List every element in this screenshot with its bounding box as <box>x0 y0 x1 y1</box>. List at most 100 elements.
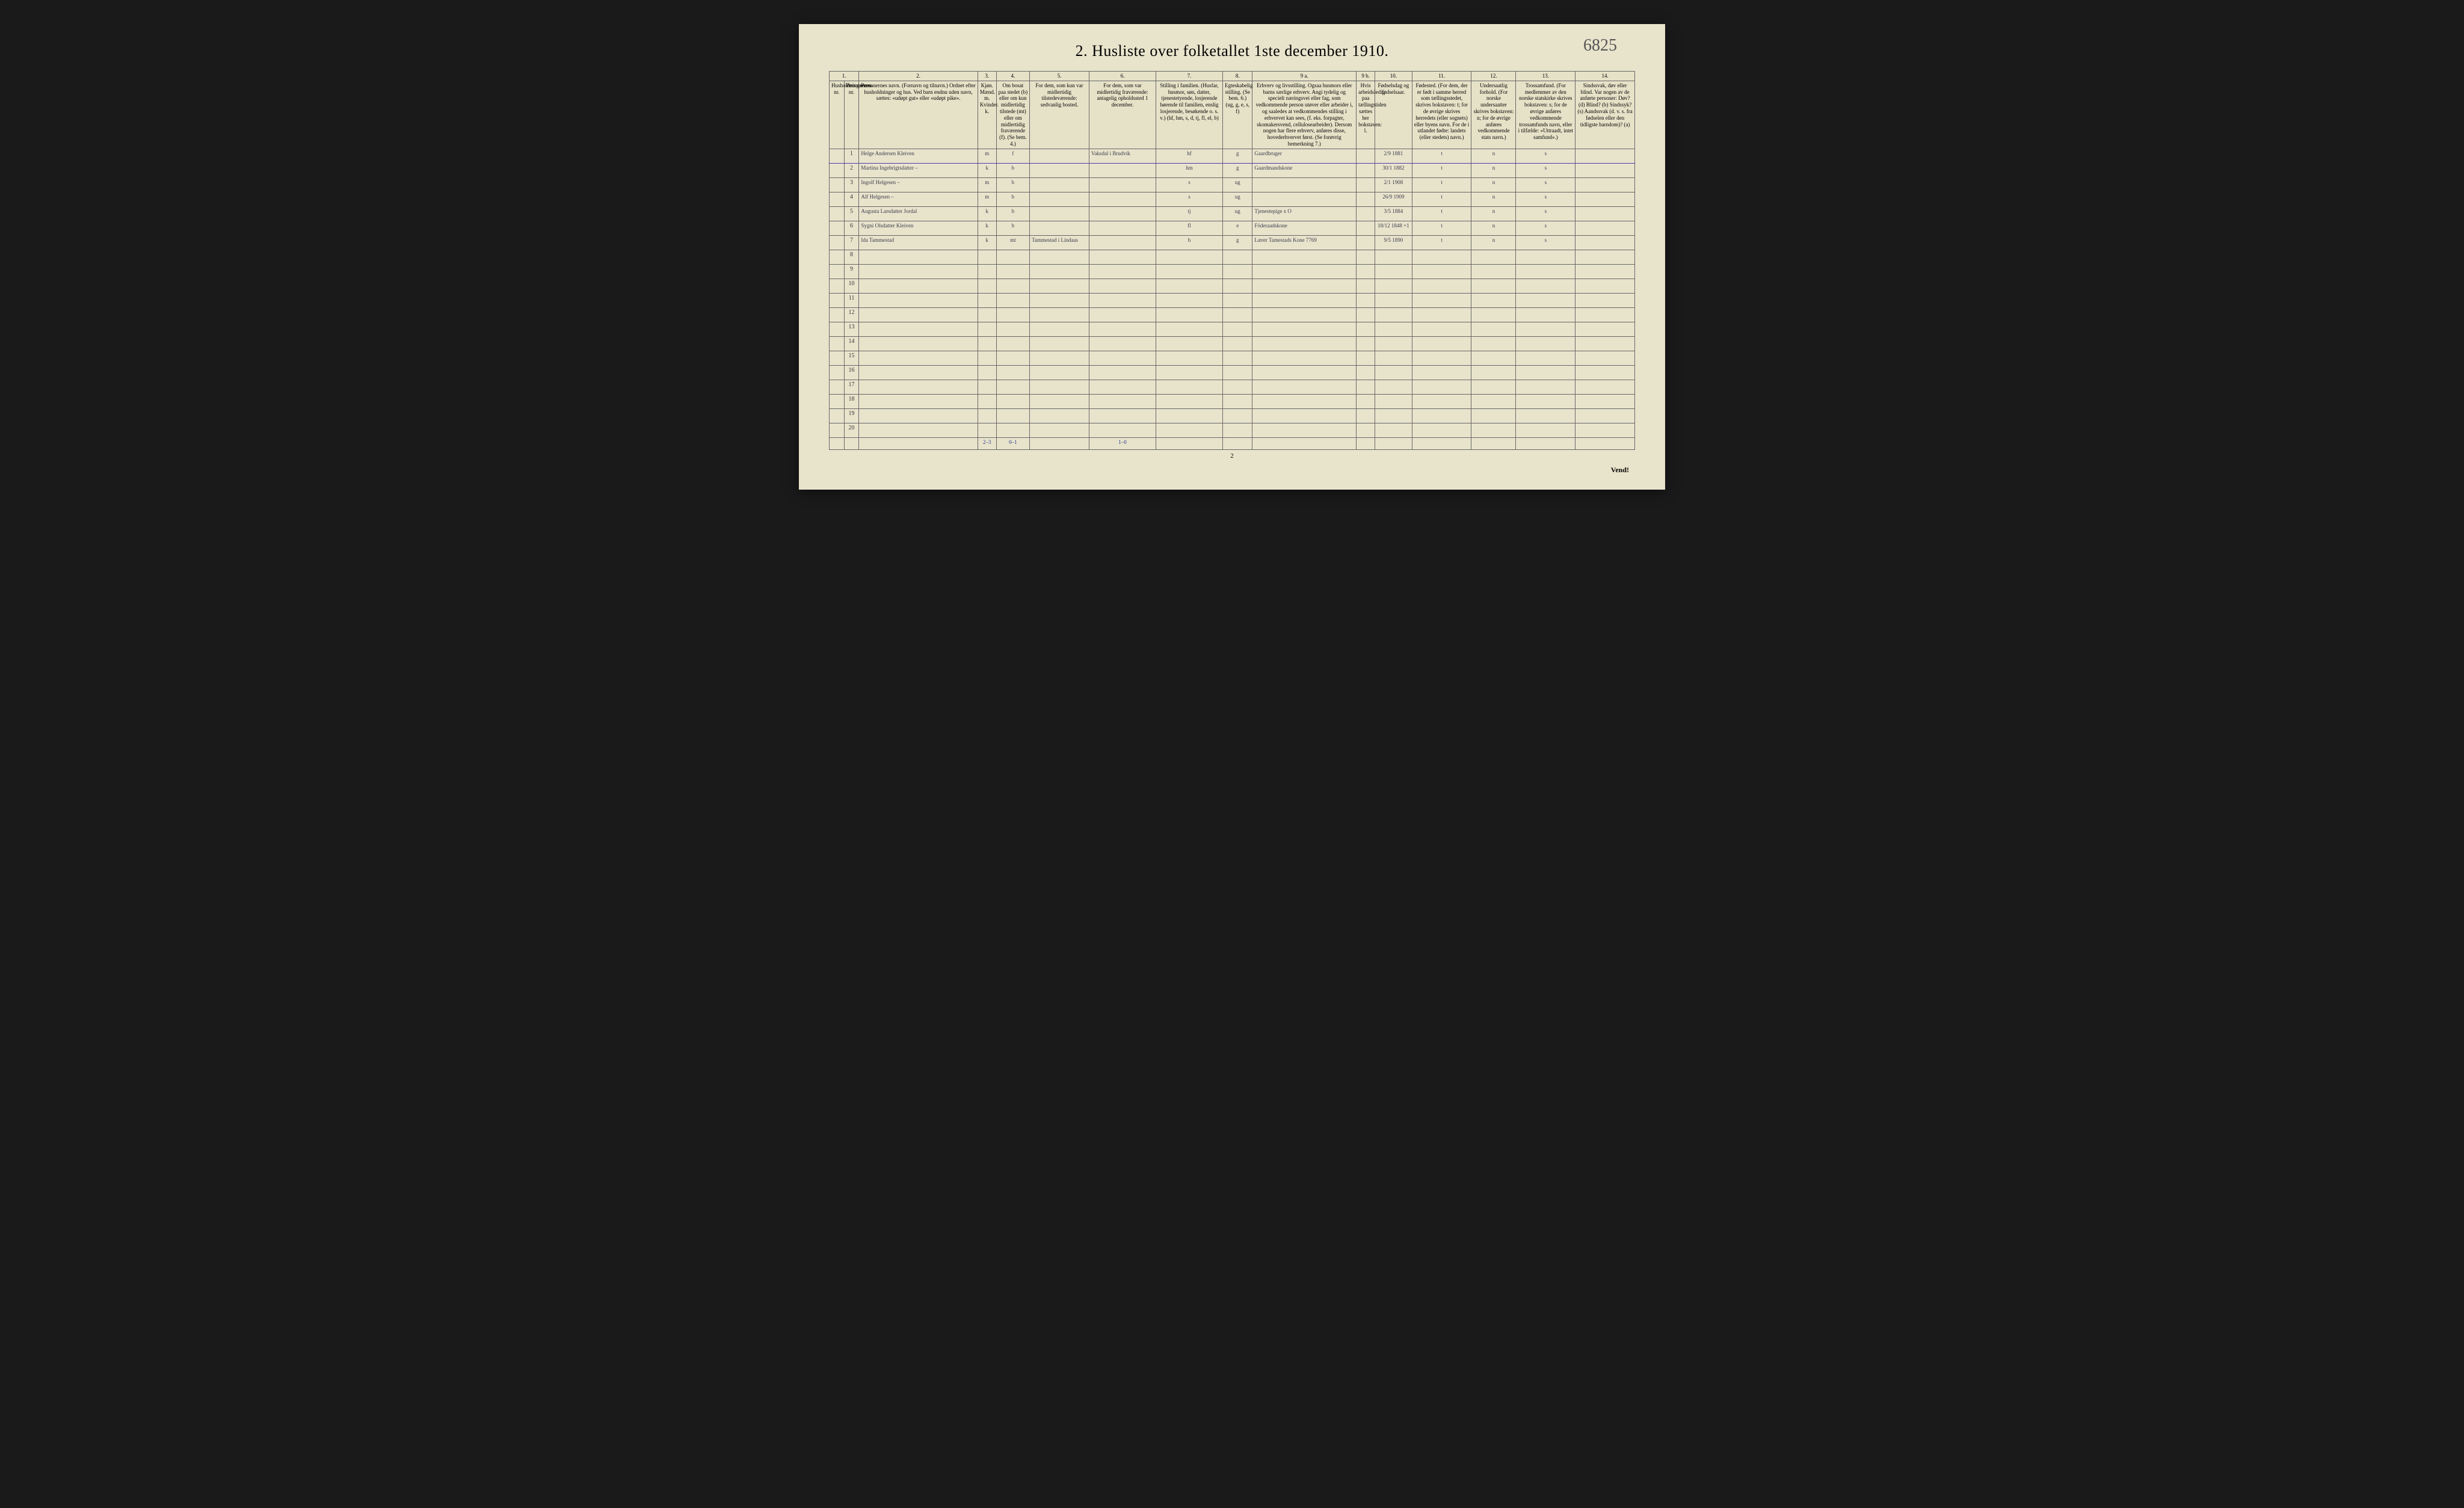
table-cell <box>1375 293 1412 307</box>
colnum-7: 7. <box>1156 72 1222 81</box>
table-cell <box>1223 380 1252 394</box>
table-cell: 16 <box>844 365 859 380</box>
table-cell <box>859 437 978 449</box>
table-cell <box>1412 351 1471 365</box>
table-cell <box>1412 322 1471 336</box>
table-cell: e <box>1223 221 1252 235</box>
table-cell <box>1252 279 1357 293</box>
table-cell <box>1156 322 1222 336</box>
table-cell <box>1471 307 1516 322</box>
table-cell <box>1471 264 1516 279</box>
table-row-empty: 15 <box>830 351 1635 365</box>
table-cell <box>1252 351 1357 365</box>
table-cell <box>978 408 996 423</box>
table-cell <box>1223 351 1252 365</box>
table-cell: t <box>1412 206 1471 221</box>
table-cell: ug <box>1223 177 1252 192</box>
table-cell <box>1471 336 1516 351</box>
table-cell <box>859 423 978 437</box>
table-cell <box>1357 192 1375 206</box>
table-cell: 0–1 <box>996 437 1030 449</box>
table-cell: t <box>1412 149 1471 163</box>
table-cell: t <box>1412 177 1471 192</box>
table-cell <box>1575 192 1635 206</box>
table-cell <box>1471 293 1516 307</box>
colnum-4: 4. <box>996 72 1030 81</box>
table-cell: ug <box>1223 192 1252 206</box>
table-cell <box>1575 380 1635 394</box>
table-cell <box>830 149 845 163</box>
table-cell <box>996 293 1030 307</box>
table-cell: s <box>1516 149 1575 163</box>
table-cell <box>1575 423 1635 437</box>
colnum-2: 2. <box>859 72 978 81</box>
table-cell: hm <box>1156 163 1222 177</box>
colnum-9b: 9 b. <box>1357 72 1375 81</box>
table-cell <box>1223 394 1252 408</box>
table-cell <box>1575 264 1635 279</box>
table-cell: Vaksdal i Brudvik <box>1089 149 1156 163</box>
table-cell: t <box>1412 235 1471 250</box>
table-cell: 15 <box>844 351 859 365</box>
colnum-13: 13. <box>1516 72 1575 81</box>
table-cell <box>1516 437 1575 449</box>
table-cell <box>1516 264 1575 279</box>
table-cell <box>1375 336 1412 351</box>
table-cell <box>996 279 1030 293</box>
table-cell <box>1089 322 1156 336</box>
table-cell <box>1156 264 1222 279</box>
table-cell <box>1375 279 1412 293</box>
table-cell <box>1030 380 1089 394</box>
table-cell <box>830 235 845 250</box>
table-cell <box>1471 437 1516 449</box>
table-cell <box>1089 177 1156 192</box>
table-cell <box>830 250 845 264</box>
table-cell <box>830 365 845 380</box>
table-cell: hf <box>1156 149 1222 163</box>
table-cell <box>1252 250 1357 264</box>
table-cell <box>1357 408 1375 423</box>
table-cell <box>1471 322 1516 336</box>
table-cell <box>1089 423 1156 437</box>
table-cell <box>1375 437 1412 449</box>
hdr-unemployed: Hvis arbeidsledig paa tællingstiden sætt… <box>1357 81 1375 149</box>
hdr-temp-absent: For dem, som var midlertidig fraværende:… <box>1089 81 1156 149</box>
table-cell: 8 <box>844 250 859 264</box>
table-header: 1. 2. 3. 4. 5. 6. 7. 8. 9 a. 9 b. 10. 11… <box>830 72 1635 149</box>
table-cell <box>978 423 996 437</box>
table-cell <box>1357 149 1375 163</box>
table-cell <box>1412 279 1471 293</box>
table-cell: t <box>1412 221 1471 235</box>
table-cell <box>1252 336 1357 351</box>
table-cell <box>859 322 978 336</box>
table-cell <box>1030 163 1089 177</box>
table-cell <box>830 380 845 394</box>
table-cell <box>1575 322 1635 336</box>
table-cell <box>1030 322 1089 336</box>
table-cell <box>1357 380 1375 394</box>
table-cell <box>1375 264 1412 279</box>
table-row-empty: 13 <box>830 322 1635 336</box>
vend-label: Vend! <box>1611 466 1629 475</box>
table-cell <box>1575 163 1635 177</box>
table-cell: Martina Ingebrigtsdatter – <box>859 163 978 177</box>
table-cell <box>1223 336 1252 351</box>
table-cell <box>978 279 996 293</box>
table-cell <box>1089 250 1156 264</box>
table-cell <box>1575 307 1635 322</box>
colnum-10: 10. <box>1375 72 1412 81</box>
table-cell <box>1357 221 1375 235</box>
table-cell <box>1357 235 1375 250</box>
table-cell: 2 <box>844 163 859 177</box>
table-cell: n <box>1471 177 1516 192</box>
page-title: 2. Husliste over folketallet 1ste decemb… <box>829 42 1635 60</box>
table-cell: Sygni Olsdatter Kleiven <box>859 221 978 235</box>
table-cell: 2–3 <box>978 437 996 449</box>
table-cell: 1–0 <box>1089 437 1156 449</box>
table-cell: k <box>978 221 996 235</box>
table-cell <box>1412 307 1471 322</box>
table-cell <box>978 394 996 408</box>
table-cell <box>1223 293 1252 307</box>
table-cell <box>1471 365 1516 380</box>
table-cell <box>1252 293 1357 307</box>
